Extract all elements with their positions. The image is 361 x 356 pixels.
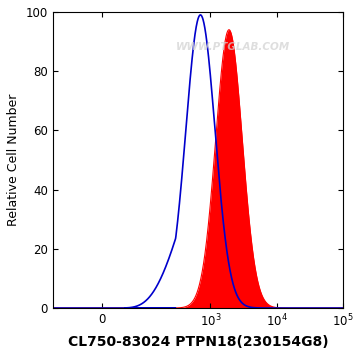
- Y-axis label: Relative Cell Number: Relative Cell Number: [7, 94, 20, 226]
- X-axis label: CL750-83024 PTPN18(230154G8): CL750-83024 PTPN18(230154G8): [68, 335, 328, 349]
- Text: WWW.PTGLAB.COM: WWW.PTGLAB.COM: [176, 42, 290, 52]
